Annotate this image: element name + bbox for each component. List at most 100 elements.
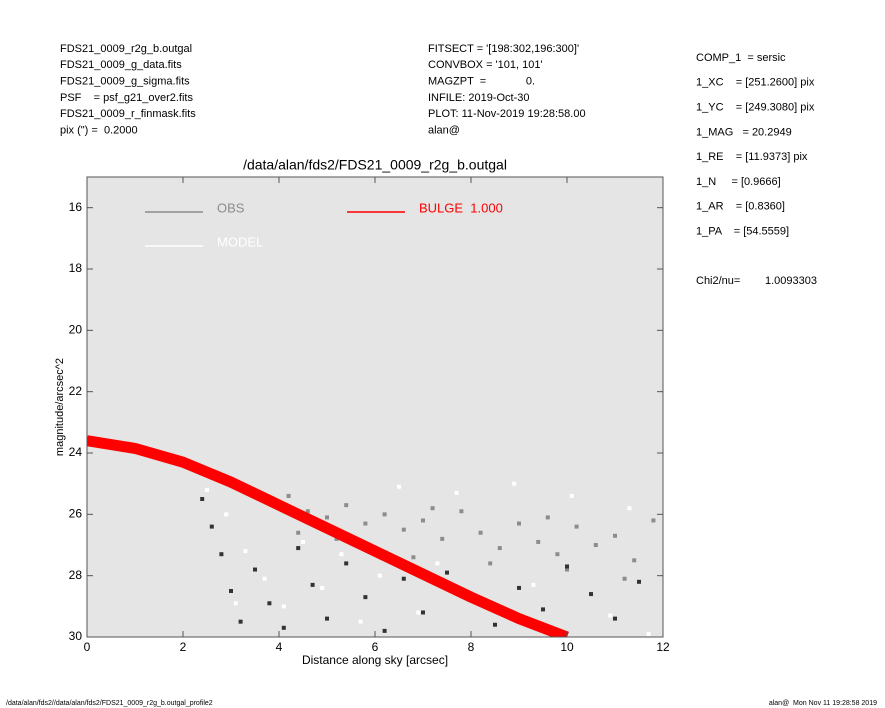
y-tick-label: 22 xyxy=(69,384,83,398)
header-middle-line: CONVBOX = '101, 101' xyxy=(428,59,543,71)
x-tick-label: 4 xyxy=(276,640,283,654)
data-point xyxy=(435,561,440,566)
data-point xyxy=(613,533,617,538)
header-left-line: FDS21_0009_r2g_b.outgal xyxy=(60,43,192,55)
data-point xyxy=(238,619,243,624)
data-point xyxy=(440,536,445,541)
footer-left: /data/alan/fds2//data/alan/fds2/FDS21_00… xyxy=(6,700,213,707)
data-point xyxy=(565,567,569,572)
data-point xyxy=(555,552,560,557)
legend-label: MODEL xyxy=(217,234,263,249)
y-tick-label: 24 xyxy=(69,445,83,459)
data-point xyxy=(512,481,517,486)
data-point xyxy=(397,484,401,489)
data-point xyxy=(459,509,464,514)
data-point xyxy=(219,552,224,557)
footer-right: alan@ Mon Nov 11 19:28:58 2019 xyxy=(769,700,877,707)
data-point xyxy=(517,585,521,590)
y-tick-label: 20 xyxy=(69,323,83,337)
header-left-line: FDS21_0009_r_finmask.fits xyxy=(60,108,196,120)
data-point xyxy=(325,616,329,621)
data-point xyxy=(334,536,339,541)
fit-parameter: 1_RE = [11.9373] pix xyxy=(696,151,808,163)
y-tick-label: 18 xyxy=(69,261,83,275)
x-tick-label: 12 xyxy=(656,640,670,654)
data-point xyxy=(613,616,617,621)
data-point xyxy=(339,552,344,557)
data-point xyxy=(545,515,550,520)
data-point xyxy=(589,592,593,597)
x-tick-label: 8 xyxy=(468,640,475,654)
data-point xyxy=(344,561,349,566)
data-point xyxy=(488,561,493,566)
header-left-line: FDS21_0009_g_sigma.fits xyxy=(60,76,190,88)
fit-parameter: 1_XC = [251.2600] pix xyxy=(696,77,815,89)
fit-parameter: 1_N = [0.9666] xyxy=(696,176,781,188)
data-point xyxy=(253,567,257,572)
header-middle-line: MAGZPT = 0. xyxy=(428,76,535,88)
plot-background xyxy=(87,177,663,637)
legend-label: BULGE 1.000 xyxy=(419,200,503,215)
legend-label: OBS xyxy=(217,200,245,215)
data-point xyxy=(411,555,416,560)
data-point xyxy=(421,518,425,523)
data-point xyxy=(401,527,406,532)
data-point xyxy=(541,607,545,612)
data-point xyxy=(569,493,574,498)
fit-parameter: 1_YC = [249.3080] pix xyxy=(696,102,815,114)
bulge-band xyxy=(87,435,569,637)
data-point xyxy=(478,530,483,535)
data-point xyxy=(565,564,569,569)
data-point xyxy=(536,539,541,544)
data-point xyxy=(320,585,325,590)
data-point xyxy=(627,506,632,511)
data-point xyxy=(310,582,315,587)
x-tick-label: 2 xyxy=(180,640,187,654)
fit-parameter: COMP_1 = sersic xyxy=(696,52,786,64)
y-tick-label: 28 xyxy=(69,568,83,582)
data-point xyxy=(296,530,301,535)
x-tick-label: 10 xyxy=(560,640,574,654)
chart-title: /data/alan/fds2/FDS21_0009_r2g_b.outgal xyxy=(243,157,507,173)
data-point xyxy=(593,543,598,547)
data-point xyxy=(574,524,579,529)
data-point xyxy=(445,570,449,575)
data-point xyxy=(622,576,627,581)
data-point xyxy=(363,595,368,600)
data-point xyxy=(229,589,233,593)
data-point xyxy=(497,546,502,551)
data-point xyxy=(382,628,387,633)
header-middle-line: INFILE: 2019-Oct-30 xyxy=(428,92,530,104)
data-point xyxy=(363,521,368,526)
data-point xyxy=(200,497,205,501)
data-point xyxy=(286,493,291,498)
data-point xyxy=(281,625,286,630)
data-point xyxy=(205,487,209,492)
fit-parameter: 1_MAG = 20.2949 xyxy=(696,126,792,138)
data-point xyxy=(305,509,310,514)
data-point xyxy=(454,490,459,495)
header-middle-line: alan@ xyxy=(428,124,460,136)
header-middle-line: PLOT: 11-Nov-2019 19:28:58.00 xyxy=(428,108,586,120)
data-point xyxy=(416,610,421,615)
x-tick-label: 0 xyxy=(84,640,91,654)
y-tick-label: 30 xyxy=(69,629,83,643)
header-middle-line: FITSECT = '[198:302,196:300]' xyxy=(428,43,579,55)
data-point xyxy=(632,558,637,563)
data-point xyxy=(421,610,425,615)
header-left-line: pix (") = 0.2000 xyxy=(60,124,138,136)
header-left-line: FDS21_0009_g_data.fits xyxy=(60,59,182,71)
plot-area xyxy=(87,435,656,637)
y-tick-label: 26 xyxy=(69,507,83,521)
x-tick-label: 6 xyxy=(372,640,379,654)
data-point xyxy=(493,622,497,627)
data-point xyxy=(262,576,267,581)
data-point xyxy=(517,521,521,526)
chi2-label: Chi2/nu= xyxy=(696,275,740,287)
data-point xyxy=(267,601,272,606)
y-axis-label: magnitude/arcsec^2 xyxy=(54,358,66,456)
data-point xyxy=(296,546,301,551)
data-point xyxy=(531,582,536,587)
data-point xyxy=(209,524,214,529)
